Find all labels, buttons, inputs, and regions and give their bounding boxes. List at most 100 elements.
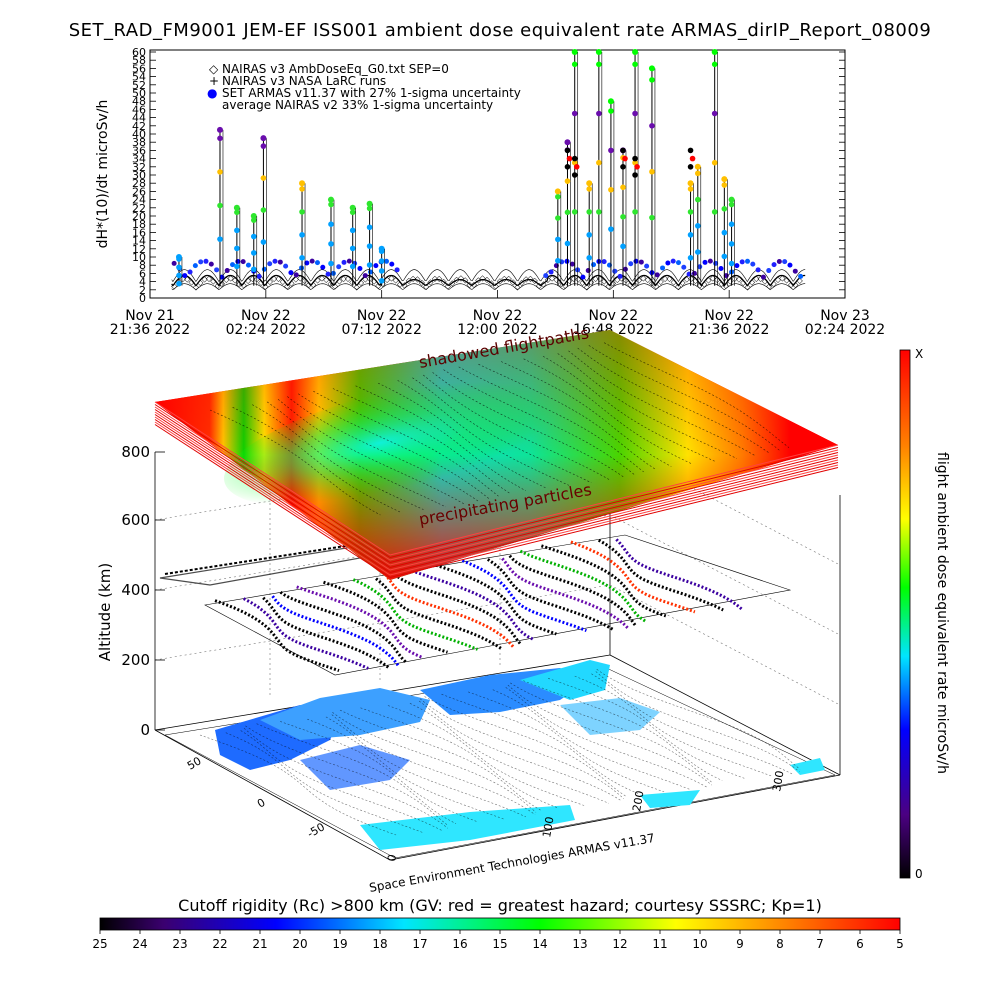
cutoff-tick-label: 25	[92, 937, 107, 951]
nairas-marker: ◇	[753, 274, 760, 283]
armas-point	[776, 258, 782, 264]
nairas-marker: ◇	[423, 282, 430, 291]
orbit-wave	[214, 599, 340, 673]
y-tick-label: 56	[132, 62, 146, 75]
top-chart-legend: ◇ NAIRAS v3 AmbDoseEq_G0.txt SEP=0 + NAI…	[207, 62, 521, 112]
slab-edge-line	[389, 452, 839, 563]
slab-track	[209, 409, 381, 516]
nairas-marker: ◇	[254, 275, 261, 284]
nairas-marker: ◇	[410, 274, 417, 283]
armas-spike-point	[608, 186, 614, 193]
nairas-marker: ◇	[671, 277, 678, 286]
cutoff-tick-label: 12	[612, 937, 627, 951]
armas-spike-point	[632, 61, 638, 68]
armas-point	[617, 273, 623, 279]
armas-point	[654, 272, 660, 278]
nairas-marker: ◇	[475, 276, 482, 285]
nairas-marker: ◇	[758, 274, 765, 283]
armas-peak-point	[571, 49, 578, 55]
slab-track	[568, 350, 756, 457]
nairas-marker: ◇	[288, 278, 295, 287]
top-dose-layer: shadowed flightpaths precipitating parti…	[154, 323, 839, 580]
nairas-marker: ◇	[467, 280, 474, 289]
armas-spike-point	[721, 182, 728, 188]
armas-peak-point	[711, 49, 718, 55]
armas-point	[591, 262, 597, 268]
legend-marker-1: ◇	[209, 62, 219, 76]
cutoff-tick-label: 11	[652, 937, 667, 951]
armas-spike-point	[250, 233, 257, 240]
lon-tick-200: 200	[630, 790, 646, 813]
x-tick-label-line1: Nov 22	[589, 308, 639, 324]
armas-point	[230, 262, 236, 268]
armas-spike-point	[260, 175, 267, 181]
orbit-wave	[540, 544, 667, 618]
slab-track	[523, 358, 692, 465]
y-tick-label: 42	[132, 120, 146, 133]
armas-point	[734, 263, 740, 269]
armas-spike-point	[711, 159, 718, 166]
armas-spike-point	[564, 240, 571, 247]
nairas-marker: ◇	[701, 279, 708, 288]
armas-point	[182, 273, 188, 279]
nairas-marker: ◇	[445, 282, 452, 291]
colorbar-label: flight ambient dose equivalent rate micr…	[934, 452, 950, 774]
slab-track	[313, 390, 499, 497]
armas-point	[601, 259, 607, 265]
slab-track	[332, 388, 511, 494]
armas-cluster-point	[571, 172, 578, 178]
floor-track	[424, 696, 627, 797]
armas-point	[224, 268, 230, 274]
slab-edge-line	[389, 447, 839, 558]
slab-edge-line	[389, 462, 839, 573]
y-tick-label: 34	[132, 153, 146, 166]
armas-point	[628, 261, 634, 267]
armas-cluster-point	[620, 164, 626, 170]
y-tick-label: 44	[132, 112, 146, 125]
nairas-marker: ◇	[462, 276, 469, 285]
armas-cluster-point	[573, 164, 580, 170]
armas-point	[362, 273, 368, 279]
armas-point	[171, 260, 177, 266]
slab-edge-line	[154, 414, 391, 568]
armas-point	[681, 264, 687, 270]
y-tick-label: 6	[139, 267, 146, 280]
slab-track	[423, 374, 611, 481]
armas-peak-point	[299, 180, 306, 187]
legend-text-2: NAIRAS v3 NASA LaRC runs	[222, 74, 386, 88]
armas-spike-point	[234, 209, 240, 216]
nairas-marker: ◇	[623, 276, 630, 285]
armas-spike-point	[687, 255, 694, 261]
nairas-marker: ◇	[784, 276, 791, 285]
nairas-marker: ◇	[388, 274, 395, 283]
armas-spike-point	[260, 143, 267, 149]
nairas-marker: ◇	[666, 274, 673, 283]
floor-track	[331, 714, 536, 815]
armas-spike-point	[711, 209, 718, 215]
armas-spike-point	[571, 209, 578, 215]
lon-tick-0: 0	[385, 853, 399, 862]
orbit-wave	[407, 567, 534, 641]
nairas-marker: ◇	[384, 275, 391, 284]
slab-track	[377, 382, 547, 489]
orbit-wave	[501, 557, 630, 630]
armas-point	[245, 262, 251, 268]
nairas-marker: ◇	[493, 282, 500, 291]
armas-point	[325, 271, 331, 277]
nairas-marker: ◇	[354, 282, 361, 291]
armas-point	[346, 258, 352, 264]
nairas-marker: ◇	[545, 275, 552, 284]
nairas-marker: ◇	[575, 274, 582, 283]
cutoff-tick-label: 22	[212, 937, 227, 951]
armas-spike-point	[728, 260, 735, 267]
nairas-marker: ◇	[684, 275, 691, 284]
armas-spike-point	[649, 77, 655, 83]
y-tick-label: 0	[139, 292, 146, 305]
armas-peak-point	[216, 126, 223, 133]
nairas-marker: ◇	[332, 281, 339, 290]
cutoff-bar-ticks: 25 24 23 22 21 20 19 18 17 16 15 14 13 12 11 10 9 8 7 6 5	[92, 930, 904, 951]
cutoff-tick-label: 23	[172, 937, 187, 951]
slab-track	[500, 361, 672, 467]
armas-spike-point	[378, 277, 385, 284]
nairas-marker: ◇	[627, 280, 634, 289]
